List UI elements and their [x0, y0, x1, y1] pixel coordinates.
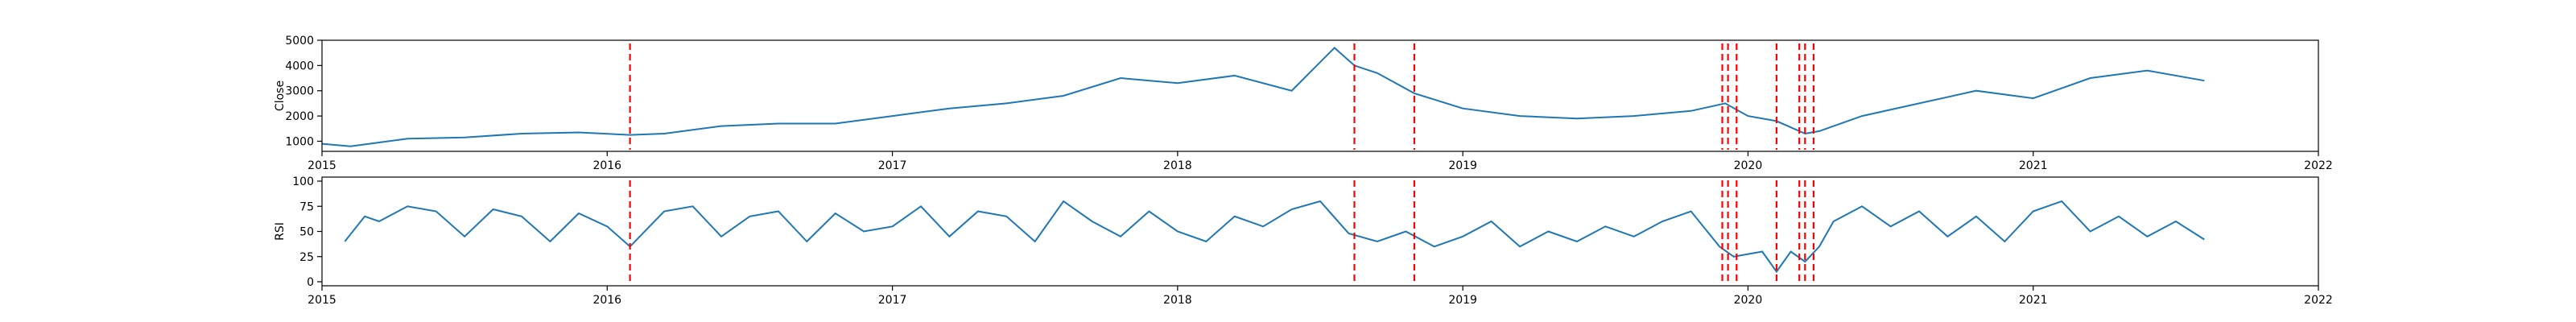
- y-axis-label: Close: [274, 80, 287, 111]
- rsi-panel: 2015 2016 2017 2018 2019 2020 2021 2022 0 25 50 75 1…: [274, 175, 2333, 307]
- x-tick-label: 2015: [308, 294, 336, 307]
- x-tick-label: 2018: [1163, 294, 1192, 307]
- y-tick-label: 0: [307, 276, 314, 289]
- x-tick-label: 2017: [878, 159, 907, 172]
- y-tick-label: 5000: [285, 35, 314, 47]
- y-tick-label: 100: [292, 175, 314, 188]
- axes-frame: [321, 176, 2319, 287]
- axes-frame: [321, 39, 2319, 152]
- x-tick-label: 2022: [2304, 294, 2333, 307]
- y-tick-label: 25: [299, 251, 314, 264]
- y-tick-label: 2000: [285, 110, 314, 123]
- x-tick-label: 2021: [2019, 159, 2048, 172]
- y-tick-label: 50: [299, 226, 314, 239]
- y-axis-label: RSI: [274, 222, 287, 241]
- y-tick-label: 1000: [285, 135, 314, 148]
- x-tick-label: 2020: [1734, 294, 1763, 307]
- x-tick-label: 2017: [878, 294, 907, 307]
- close-panel: 2015 2016 2017 2018 2019 2020 2021 2022 1000 2000…: [274, 35, 2333, 172]
- x-tick-label: 2016: [592, 159, 621, 172]
- x-tick-label: 2020: [1734, 159, 1763, 172]
- series-line: [344, 200, 2205, 274]
- x-tick-label: 2022: [2304, 159, 2333, 172]
- y-tick-label: 75: [299, 200, 314, 213]
- x-tick-label: 2016: [592, 294, 621, 307]
- y-tick-label: 4000: [285, 60, 314, 72]
- x-tick-label: 2019: [1448, 159, 1477, 172]
- y-tick-label: 3000: [285, 85, 314, 98]
- series-line: [321, 47, 2205, 147]
- x-tick-label: 2021: [2019, 294, 2048, 307]
- x-tick-label: 2015: [308, 159, 336, 172]
- x-tick-label: 2018: [1163, 159, 1192, 172]
- x-tick-label: 2019: [1448, 294, 1477, 307]
